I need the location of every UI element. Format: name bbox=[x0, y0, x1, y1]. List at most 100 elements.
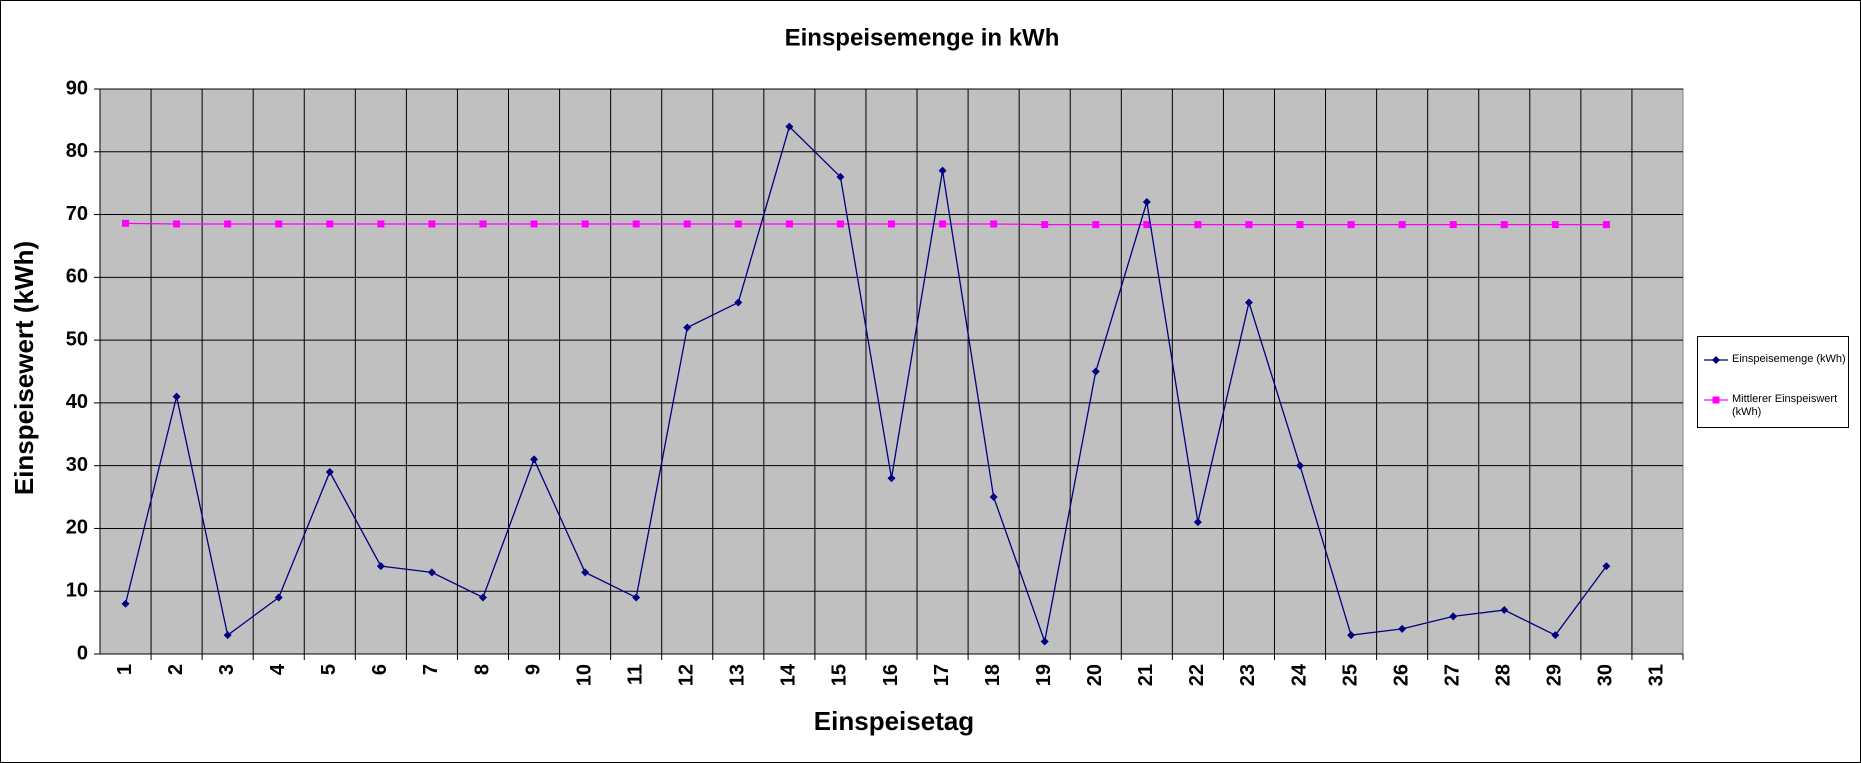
x-tick-label: 6 bbox=[369, 664, 391, 675]
point bbox=[121, 599, 130, 608]
point bbox=[938, 166, 947, 175]
y-tick-label: 10 bbox=[66, 580, 88, 602]
plot-area bbox=[99, 88, 1684, 655]
point bbox=[836, 220, 844, 228]
chart-title: Einspeisemenge in kWh bbox=[785, 24, 1060, 51]
x-tick-label: 10 bbox=[573, 664, 595, 686]
x-tick-label: 31 bbox=[1646, 664, 1668, 686]
point bbox=[632, 220, 640, 228]
point bbox=[1296, 221, 1304, 229]
point bbox=[1398, 624, 1407, 633]
y-tick-label: 50 bbox=[66, 328, 88, 350]
x-tick-label: 16 bbox=[880, 664, 902, 686]
legend-marker bbox=[1712, 356, 1720, 364]
point bbox=[427, 568, 436, 577]
point bbox=[1347, 221, 1355, 229]
x-tick-label: 18 bbox=[982, 664, 1004, 686]
point bbox=[683, 220, 691, 228]
point bbox=[1449, 612, 1458, 621]
point bbox=[1244, 298, 1253, 307]
point bbox=[1092, 221, 1100, 229]
point bbox=[581, 220, 589, 228]
x-tick-label: 30 bbox=[1595, 664, 1617, 686]
x-axis-title: Einspeisetag bbox=[814, 706, 974, 736]
point bbox=[428, 220, 436, 228]
point bbox=[990, 220, 998, 228]
y-tick-label: 0 bbox=[77, 642, 88, 664]
point bbox=[1551, 221, 1559, 229]
y-tick-label: 40 bbox=[66, 391, 88, 413]
point bbox=[1296, 461, 1305, 470]
x-tick-label: 1 bbox=[114, 664, 136, 675]
x-tick-label: 14 bbox=[778, 663, 800, 686]
x-tick-label: 17 bbox=[931, 664, 953, 686]
point bbox=[836, 172, 845, 181]
point bbox=[1245, 221, 1253, 229]
point bbox=[887, 474, 896, 483]
x-tick-label: 21 bbox=[1135, 664, 1157, 686]
x-tick-label: 24 bbox=[1288, 663, 1310, 686]
legend-item: Mittlerer Einspeiswert (kWh) bbox=[1702, 393, 1848, 419]
x-tick-label: 20 bbox=[1084, 664, 1106, 686]
point bbox=[224, 220, 232, 228]
point bbox=[275, 220, 283, 228]
point bbox=[1602, 562, 1611, 571]
point bbox=[530, 220, 538, 228]
y-tick-label: 80 bbox=[66, 140, 88, 162]
point bbox=[326, 220, 334, 228]
point bbox=[785, 220, 793, 228]
point bbox=[1398, 221, 1406, 229]
point bbox=[989, 493, 998, 502]
x-tick-label: 4 bbox=[267, 663, 289, 675]
point bbox=[377, 220, 385, 228]
x-tick-label: 11 bbox=[624, 664, 646, 685]
x-tick-label: 25 bbox=[1339, 664, 1361, 686]
x-tick-label: 22 bbox=[1186, 664, 1208, 686]
x-tick-label: 27 bbox=[1441, 664, 1463, 686]
x-tick-label: 23 bbox=[1237, 664, 1259, 686]
legend-swatch bbox=[1704, 396, 1728, 404]
point bbox=[1041, 221, 1049, 229]
point bbox=[888, 220, 895, 228]
point bbox=[1551, 631, 1560, 640]
legend-swatch bbox=[1704, 356, 1728, 364]
y-tick-label: 30 bbox=[66, 454, 88, 476]
point bbox=[1500, 606, 1509, 615]
legend: Einspeisemenge (kWh) Mittlerer Einspeiswe… bbox=[1697, 336, 1849, 428]
point bbox=[1500, 221, 1508, 229]
legend-label: Mittlerer Einspeiswert (kWh) bbox=[1732, 393, 1838, 418]
y-tick-label: 90 bbox=[66, 77, 88, 99]
point bbox=[734, 220, 742, 228]
point bbox=[1194, 221, 1202, 229]
legend-marker bbox=[1712, 396, 1720, 404]
point bbox=[1193, 518, 1202, 527]
x-tick-label: 7 bbox=[420, 664, 442, 675]
point bbox=[1602, 221, 1610, 229]
point bbox=[785, 122, 794, 131]
point bbox=[1449, 221, 1457, 229]
point bbox=[478, 593, 487, 602]
point bbox=[325, 467, 334, 476]
x-tick-label: 3 bbox=[216, 664, 238, 675]
x-tick-label: 28 bbox=[1493, 664, 1515, 686]
point bbox=[223, 631, 232, 640]
series-line bbox=[125, 222, 1607, 226]
x-tick-label: 19 bbox=[1033, 664, 1055, 686]
point bbox=[172, 392, 181, 401]
x-tick-label: 2 bbox=[165, 664, 187, 675]
point bbox=[122, 219, 130, 227]
y-tick-label: 70 bbox=[66, 203, 88, 225]
x-tick-label: 29 bbox=[1544, 664, 1566, 686]
y-tick-label: 60 bbox=[66, 266, 88, 288]
point bbox=[1040, 637, 1049, 646]
x-tick-label: 26 bbox=[1390, 664, 1412, 686]
point bbox=[479, 220, 487, 228]
series-line bbox=[124, 125, 1607, 644]
y-tick-label: 20 bbox=[66, 517, 88, 539]
point bbox=[683, 323, 692, 332]
point bbox=[530, 455, 539, 464]
x-tick-label: 12 bbox=[676, 664, 698, 686]
point bbox=[1347, 631, 1356, 640]
